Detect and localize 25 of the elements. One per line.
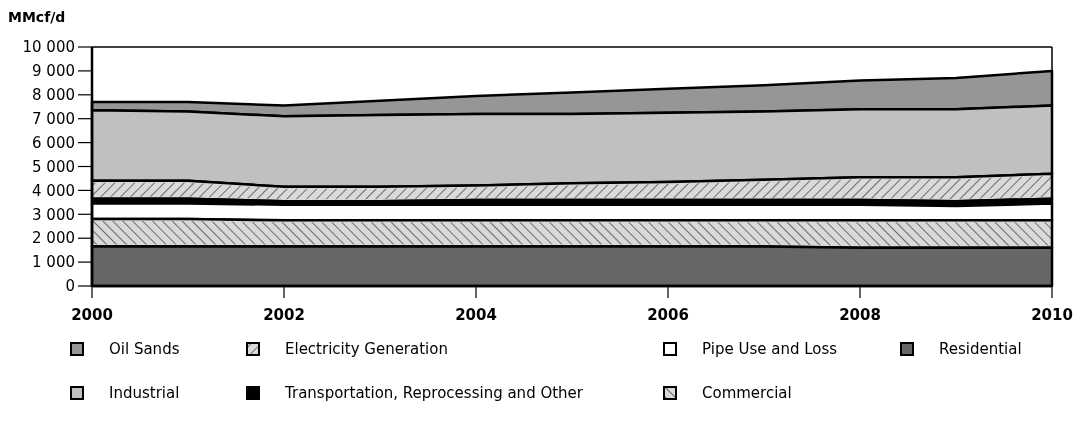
x-tick-label: 2008 (839, 306, 881, 324)
legend-label: Industrial (109, 384, 180, 403)
y-tick-label: 0 (65, 277, 75, 296)
y-axis-title: MMcf/d (8, 9, 66, 25)
legend-label: Transportation, Reprocessing and Other (284, 384, 584, 403)
y-tick-label: 10 000 (22, 38, 75, 57)
y-tick-label: 4 000 (32, 181, 75, 200)
x-tick-label: 2006 (647, 306, 689, 324)
y-tick-label: 1 000 (32, 253, 75, 272)
y-tick-label: 8 000 (32, 86, 75, 105)
x-tick-label: 2000 (71, 306, 113, 324)
legend-label: Pipe Use and Loss (702, 340, 838, 359)
y-tick-label: 9 000 (32, 62, 75, 81)
x-tick-label: 2002 (263, 306, 305, 324)
y-tick-label: 2 000 (32, 229, 75, 248)
y-tick-label: 3 000 (32, 205, 75, 224)
legend-label: Commercial (702, 384, 792, 403)
legend-label: Oil Sands (109, 340, 180, 359)
x-tick-label: 2004 (455, 306, 497, 324)
legend-label: Electricity Generation (285, 340, 448, 359)
legend-label: Residential (939, 340, 1022, 359)
y-tick-label: 7 000 (32, 109, 75, 128)
y-tick-label: 6 000 (32, 133, 75, 152)
x-tick-label: 2010 (1031, 306, 1073, 324)
y-tick-label: 5 000 (32, 157, 75, 176)
